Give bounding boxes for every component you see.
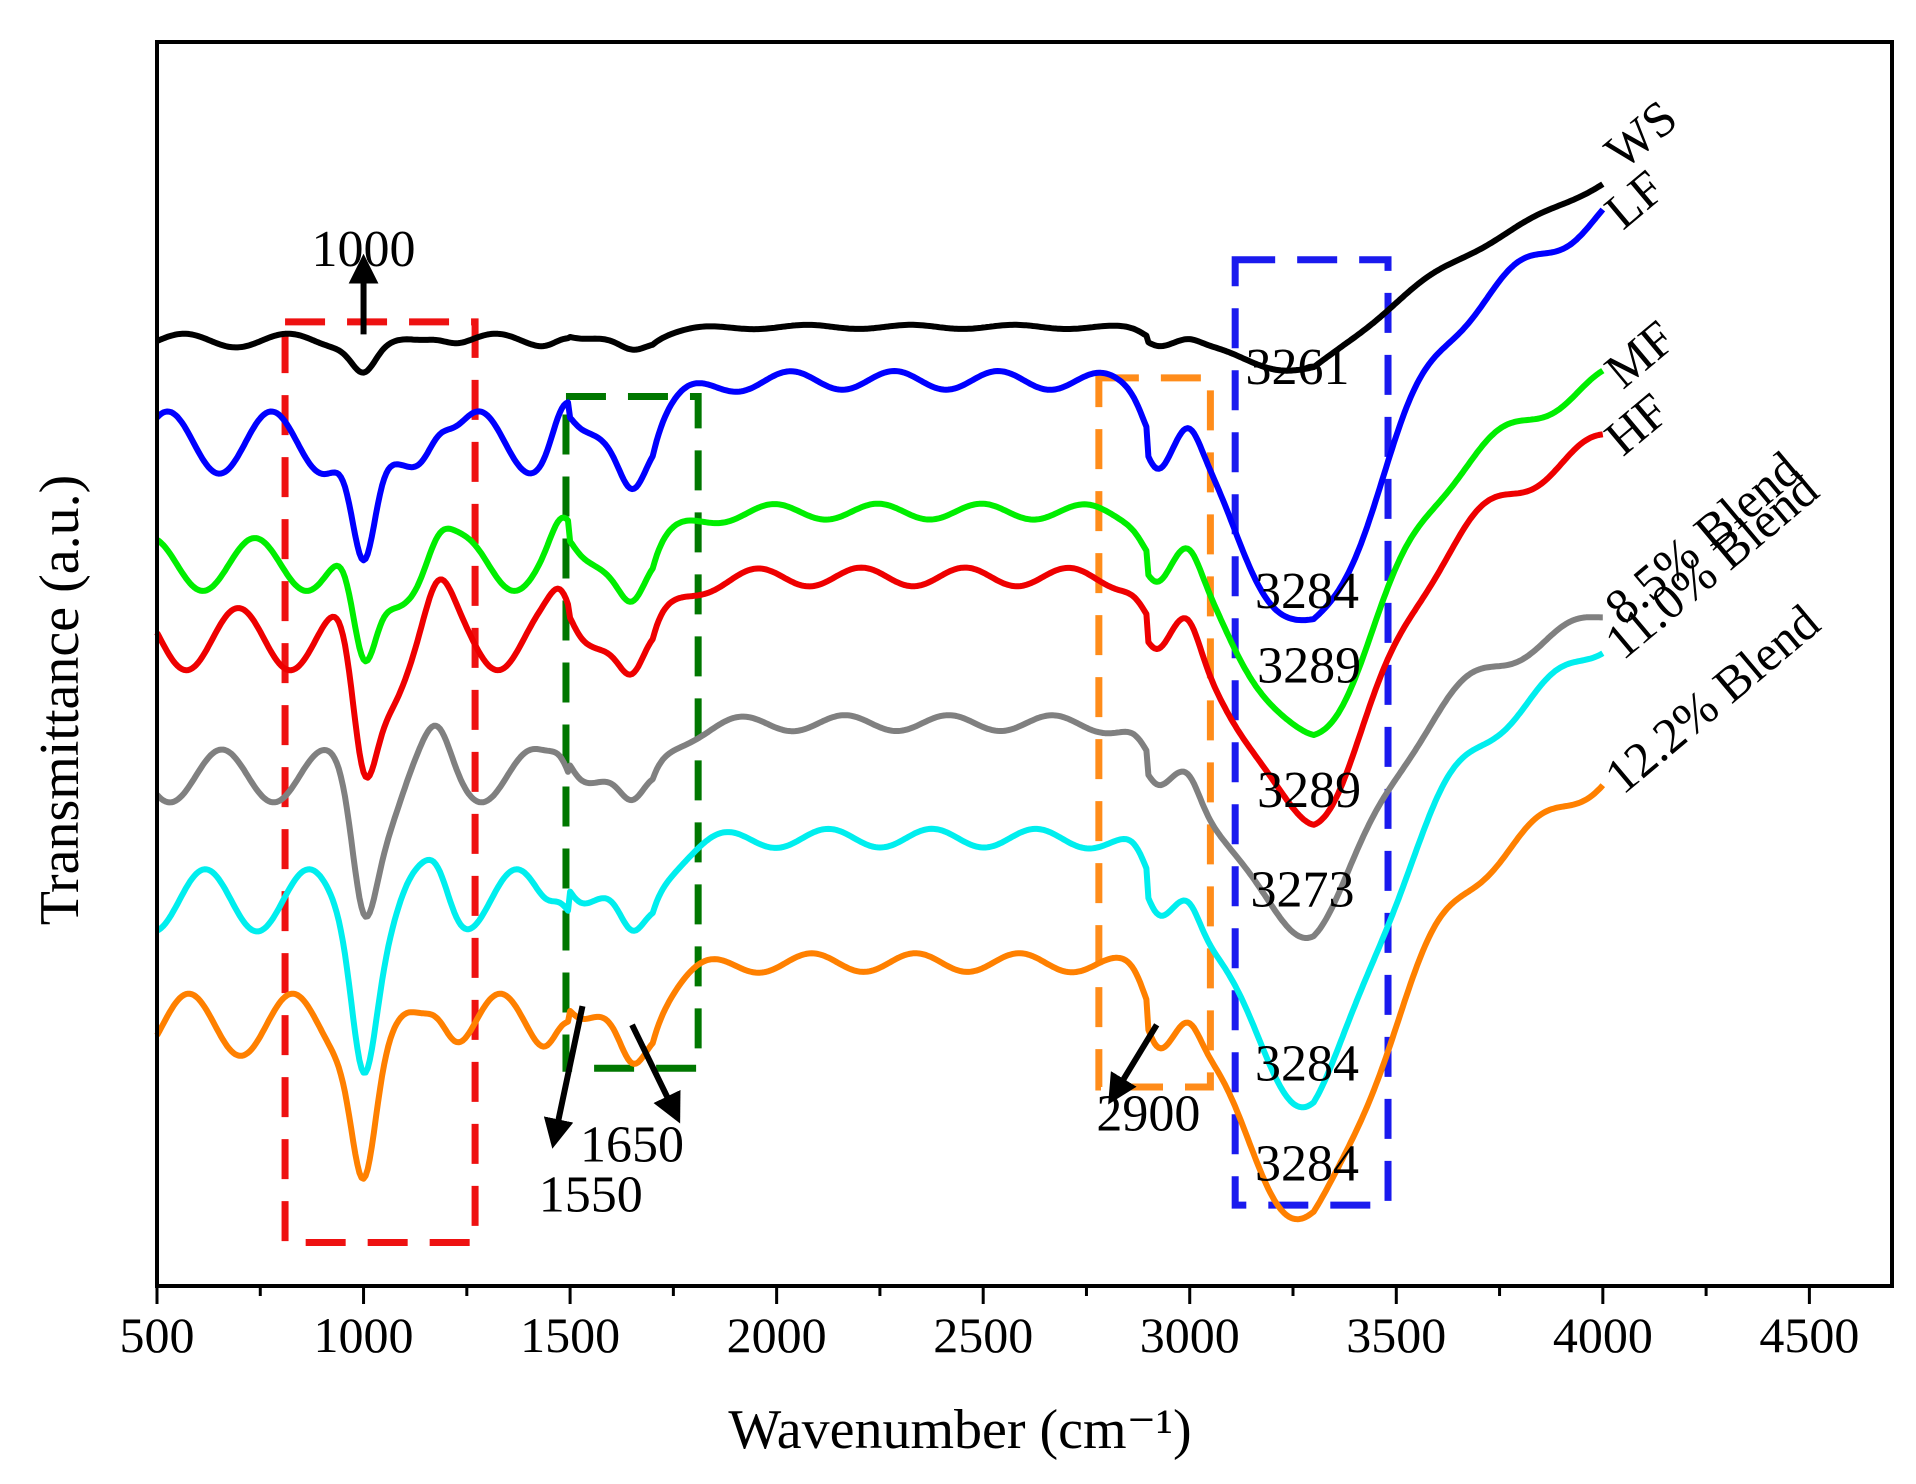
peak-label: 3289 [1257, 762, 1361, 819]
axes: 500 1000 1500 2000 2500 3000 3500 4000 4500 Wave… [29, 40, 1894, 1461]
peak-label: 3273 [1251, 862, 1355, 919]
series-line [155, 181, 1605, 376]
x-tick-label: 2500 [933, 1307, 1033, 1363]
highlight-region [281, 318, 479, 1246]
x-tick-label: 3500 [1346, 1307, 1446, 1363]
highlight-region [1231, 256, 1392, 1209]
peak-label: 1650 [580, 1117, 684, 1174]
series-line [155, 368, 1605, 738]
peak-label: 1550 [539, 1166, 643, 1223]
x-tick-label: 500 [120, 1307, 195, 1363]
series-label: HF [1594, 382, 1679, 466]
series-line [154, 207, 1606, 624]
peak-label: 3284 [1255, 1036, 1359, 1093]
series-line [154, 614, 1604, 941]
plot-frame [155, 40, 1894, 1288]
peak-label: 3261 [1246, 339, 1350, 396]
annotation-arrow [1108, 1023, 1160, 1105]
x-tick-label: 3000 [1140, 1307, 1240, 1363]
highlight-regions [281, 256, 1392, 1246]
x-tick-labels: 500 1000 1500 2000 2500 3000 3500 4000 4500 [120, 1307, 1860, 1363]
peak-annotations: 1000155016502900326132843289328932733284… [312, 221, 1362, 1223]
series-lines [154, 181, 1606, 1223]
x-tick-label: 2000 [727, 1307, 827, 1363]
peak-label: 3289 [1257, 638, 1361, 695]
x-tick-label: 1000 [314, 1307, 414, 1363]
x-tick-label: 4500 [1759, 1307, 1859, 1363]
x-axis-title: Wavenumber (cm⁻¹) [728, 1399, 1191, 1461]
x-ticks [155, 1286, 1811, 1304]
series-line [155, 650, 1605, 1111]
y-axis-title: Transmittance (a.u.) [29, 475, 91, 926]
highlight-region [562, 393, 702, 1072]
peak-label: 3284 [1255, 563, 1359, 620]
highlight-region [1095, 374, 1214, 1091]
peak-label: 3284 [1255, 1135, 1359, 1192]
series-line [154, 783, 1606, 1223]
annotation-arrow [543, 1005, 586, 1149]
annotation-arrow [629, 1023, 681, 1124]
series-label: LF [1594, 159, 1675, 239]
series-line [154, 431, 1604, 828]
x-tick-label: 4000 [1553, 1307, 1653, 1363]
x-tick-label: 1500 [520, 1307, 620, 1363]
